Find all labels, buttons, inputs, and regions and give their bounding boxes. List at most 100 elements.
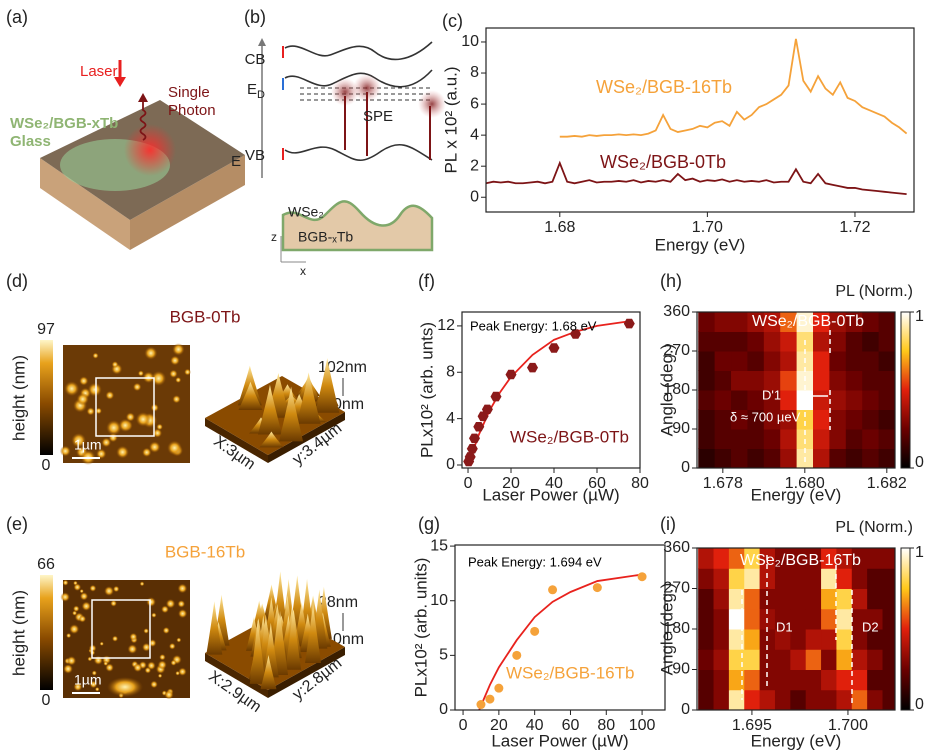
heat-cell — [862, 390, 880, 410]
afm-grain — [175, 670, 180, 676]
heat-cell — [698, 548, 715, 569]
heat-cell — [728, 689, 745, 710]
heat-cell — [780, 331, 798, 352]
heat-cell — [731, 448, 748, 468]
heat-cell — [698, 429, 716, 449]
heat-cell — [867, 629, 884, 650]
afm-grain — [96, 448, 107, 459]
afm-grain — [184, 368, 191, 376]
ed-main: E — [247, 81, 257, 98]
z-min: 0nm — [333, 631, 364, 648]
z-max: 102nm — [318, 359, 367, 376]
heat-cell — [821, 608, 837, 630]
colorbar — [900, 311, 911, 469]
heat-cell — [836, 588, 853, 610]
afm-grain — [142, 642, 151, 652]
heat-cell — [845, 390, 863, 410]
vb-label: VB — [245, 147, 265, 164]
x-axis-label: Laser Power (µW) — [491, 731, 628, 750]
heat-cell — [821, 548, 837, 569]
x-axis-label: Laser Power (µW) — [482, 485, 619, 504]
emitter-glow — [353, 74, 381, 102]
chart: 0 20 40 60 80 100 0 5 10 15 Laser Power (µW) PLx10²… — [411, 537, 666, 750]
y-tick-label: 360 — [663, 303, 690, 320]
afm-grain — [133, 663, 143, 673]
surface-peak — [315, 358, 340, 413]
heat-cell — [763, 429, 781, 449]
colorbar-tick-label: 0 — [915, 696, 924, 713]
heat-cell — [713, 629, 730, 650]
heat-cell — [862, 409, 880, 430]
surface-peak — [249, 619, 266, 684]
afm-grain — [104, 586, 114, 596]
y-tick-label: 180 — [663, 381, 690, 398]
heat-cell — [731, 409, 748, 430]
heat-cell — [845, 409, 863, 430]
marker — [473, 422, 485, 432]
heat-cell — [790, 588, 807, 610]
afm-grain — [62, 579, 69, 586]
colorbar — [900, 547, 911, 711]
afm-grain — [129, 632, 138, 641]
heat-cell — [714, 351, 732, 371]
afm-grain — [107, 677, 143, 697]
heat-cell — [759, 568, 776, 589]
heat-cell — [759, 689, 776, 710]
heat-cell — [731, 312, 748, 332]
afm-grain — [146, 597, 156, 607]
heat-cell — [878, 312, 895, 332]
heat-cell — [836, 548, 853, 569]
colorbar-max: 97 — [37, 321, 55, 338]
heat-cell — [747, 448, 765, 468]
heat-cell — [878, 429, 895, 449]
afm-title: BGB-16Tb — [165, 542, 245, 561]
plot-frame — [454, 544, 666, 711]
heat-cell — [836, 649, 853, 670]
y-tick-label: 0 — [470, 188, 479, 205]
annotation: WSe₂/BGB-0Tb — [752, 313, 864, 330]
heat-cell — [728, 548, 745, 569]
heat-cell — [829, 448, 847, 468]
afm-grain — [168, 642, 176, 650]
heat-cell — [796, 312, 814, 332]
x-tick-label: 1.68 — [544, 219, 575, 236]
sample-label: Glass — [10, 133, 51, 150]
surface-peak — [257, 384, 282, 435]
heat-cell — [728, 568, 745, 589]
energy-label: E — [231, 153, 241, 170]
annotation: D2 — [862, 619, 879, 634]
heat-cell — [763, 351, 781, 371]
afm-grain — [157, 660, 167, 670]
heat-cell — [821, 588, 837, 610]
surface-side — [268, 647, 345, 698]
colorbar-label: height (nm) — [9, 590, 28, 676]
marker — [637, 572, 647, 582]
annotation: D1 — [776, 619, 793, 634]
heat-cell — [780, 370, 798, 391]
heat-cell — [790, 568, 807, 589]
afm-grain — [110, 600, 117, 607]
afm-grain — [132, 382, 142, 392]
heat-cell — [836, 568, 853, 589]
heat-cell — [747, 331, 765, 352]
panel-label: (c) — [442, 11, 463, 31]
afm-grain — [172, 395, 181, 404]
plot-frame — [485, 27, 915, 213]
heat-cell — [713, 649, 730, 670]
y-tick-label: 0 — [446, 456, 455, 473]
z-min: 0nm — [333, 396, 364, 413]
afm-grain — [165, 598, 176, 609]
heat-cell — [774, 689, 791, 710]
annotation: WSe₂/BGB-16Tb — [596, 77, 732, 97]
heat-cell — [714, 370, 732, 391]
heat-cell — [747, 312, 765, 332]
heat-cell — [698, 669, 715, 691]
x-tick-label: 1.700 — [828, 717, 868, 734]
afm-grain — [112, 635, 119, 642]
heat-cell — [714, 331, 732, 352]
schematic: Laser Single Photon WSe₂/BGB-xTb Glass — [10, 60, 245, 250]
heat-cell — [829, 331, 847, 352]
heat-cell — [805, 568, 822, 589]
heat-cell — [878, 448, 895, 468]
marker — [512, 650, 522, 660]
